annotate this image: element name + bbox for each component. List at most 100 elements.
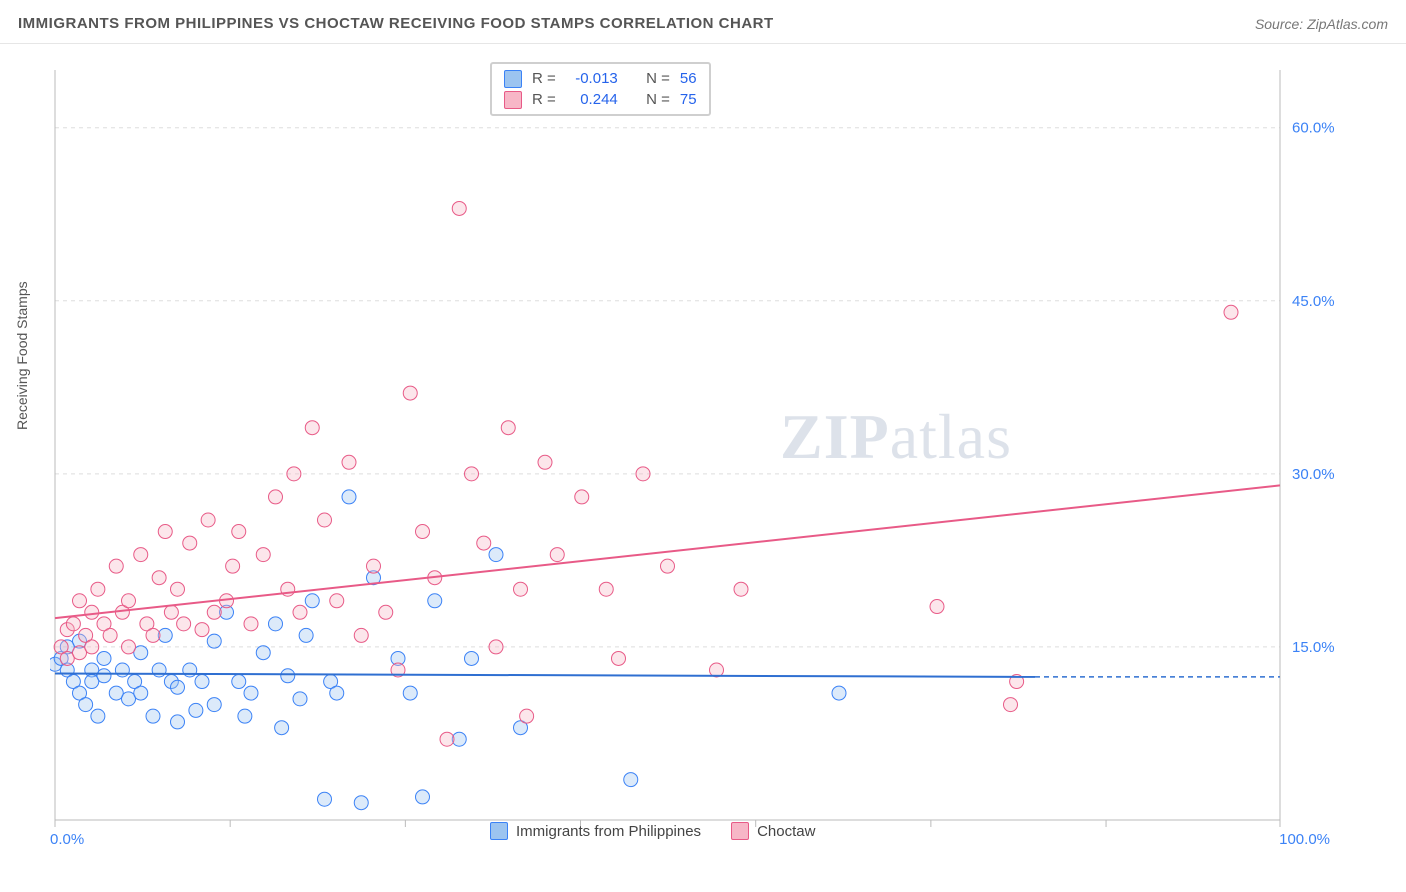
data-point (930, 600, 944, 614)
data-point (428, 594, 442, 608)
data-point (91, 582, 105, 596)
legend-item: Immigrants from Philippines (490, 822, 701, 840)
data-point (575, 490, 589, 504)
data-point (238, 709, 252, 723)
data-point (177, 617, 191, 631)
data-point (489, 548, 503, 562)
data-point (330, 686, 344, 700)
y-tick-label: 15.0% (1292, 639, 1335, 656)
data-point (232, 675, 246, 689)
data-point (232, 525, 246, 539)
data-point (416, 525, 430, 539)
data-point (367, 559, 381, 573)
chart-area: 15.0%30.0%45.0%60.0%0.0%100.0% R =-0.013… (50, 60, 1340, 830)
data-point (636, 467, 650, 481)
data-point (624, 773, 638, 787)
legend-swatch (490, 822, 508, 840)
chart-title: IMMIGRANTS FROM PHILIPPINES VS CHOCTAW R… (18, 15, 774, 32)
data-point (85, 605, 99, 619)
data-point (152, 571, 166, 585)
r-label: R = (532, 89, 556, 110)
x-tick-label: 0.0% (50, 831, 84, 848)
data-point (489, 640, 503, 654)
data-point (122, 594, 136, 608)
data-point (465, 467, 479, 481)
data-point (342, 490, 356, 504)
data-point (538, 455, 552, 469)
data-point (287, 467, 301, 481)
data-point (146, 709, 160, 723)
data-point (403, 386, 417, 400)
data-point (171, 582, 185, 596)
legend-stat-row: R = 0.244 N = 75 (504, 89, 697, 110)
data-point (109, 559, 123, 573)
data-point (158, 525, 172, 539)
legend-swatch (731, 822, 749, 840)
n-value: 75 (680, 89, 697, 110)
data-point (403, 686, 417, 700)
trendline (55, 485, 1280, 618)
data-point (305, 594, 319, 608)
data-point (97, 669, 111, 683)
data-point (354, 628, 368, 642)
legend-swatch (504, 70, 522, 88)
data-point (1224, 305, 1238, 319)
legend-stat-row: R =-0.013 N = 56 (504, 68, 697, 89)
r-label: R = (532, 68, 556, 89)
data-point (550, 548, 564, 562)
data-point (275, 721, 289, 735)
data-point (171, 680, 185, 694)
data-point (115, 663, 129, 677)
data-point (305, 421, 319, 435)
data-point (379, 605, 393, 619)
r-value: 0.244 (566, 89, 618, 110)
data-point (103, 628, 117, 642)
data-point (91, 709, 105, 723)
data-point (293, 605, 307, 619)
data-point (832, 686, 846, 700)
data-point (244, 686, 258, 700)
data-point (195, 623, 209, 637)
data-point (269, 617, 283, 631)
legend-label: Immigrants from Philippines (516, 823, 701, 840)
data-point (244, 617, 258, 631)
data-point (520, 709, 534, 723)
data-point (66, 617, 80, 631)
data-point (189, 703, 203, 717)
chart-header: IMMIGRANTS FROM PHILIPPINES VS CHOCTAW R… (0, 0, 1406, 44)
data-point (79, 698, 93, 712)
data-point (152, 663, 166, 677)
data-point (318, 792, 332, 806)
data-point (599, 582, 613, 596)
data-point (85, 640, 99, 654)
data-point (330, 594, 344, 608)
data-point (226, 559, 240, 573)
data-point (440, 732, 454, 746)
legend-item: Choctaw (731, 822, 815, 840)
data-point (207, 605, 221, 619)
data-point (171, 715, 185, 729)
n-label: N = (646, 68, 670, 89)
data-point (477, 536, 491, 550)
scatter-plot-svg: 15.0%30.0%45.0%60.0%0.0%100.0% (50, 60, 1340, 860)
data-point (73, 594, 87, 608)
data-point (342, 455, 356, 469)
data-point (183, 536, 197, 550)
legend-label: Choctaw (757, 823, 815, 840)
data-point (354, 796, 368, 810)
y-tick-label: 60.0% (1292, 120, 1335, 137)
legend-swatch (504, 91, 522, 109)
data-point (661, 559, 675, 573)
data-point (293, 692, 307, 706)
data-point (201, 513, 215, 527)
data-point (207, 634, 221, 648)
data-point (416, 790, 430, 804)
legend-series: Immigrants from Philippines Choctaw (490, 822, 815, 840)
data-point (134, 686, 148, 700)
y-tick-label: 45.0% (1292, 293, 1335, 310)
data-point (164, 605, 178, 619)
data-point (207, 698, 221, 712)
data-point (514, 582, 528, 596)
r-value: -0.013 (566, 68, 618, 89)
n-label: N = (646, 89, 670, 110)
